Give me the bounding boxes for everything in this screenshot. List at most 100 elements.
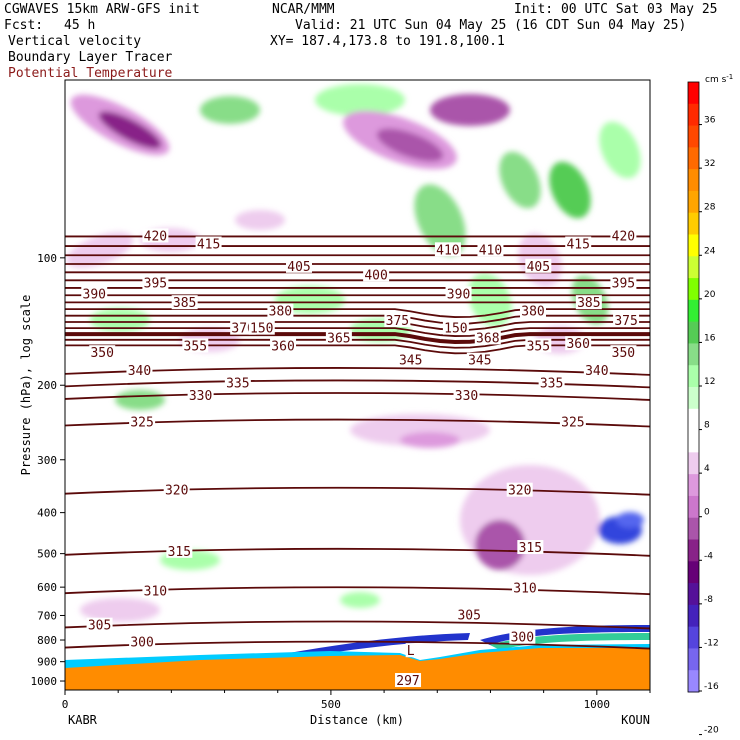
velocity-colorbar: 36 32 28 24 20 16 12 8 4 0 -4 -8 -12 -16 -20 (687, 81, 719, 736)
colorbar-label: 20 (704, 290, 716, 300)
isentrope-line (65, 308, 650, 318)
isentrope-label-bg (538, 375, 565, 390)
isentrope-label: 365 (327, 331, 350, 346)
isentrope-label: 405 (287, 260, 310, 275)
colorbar-label: -4 (704, 551, 713, 561)
isentrope-label: 415 (566, 237, 589, 252)
colorbar-label: 24 (704, 246, 716, 256)
isentrope-label: 420 (612, 229, 635, 244)
y-tick-label: 300 (37, 454, 57, 467)
colorbar-swatch (688, 387, 699, 410)
isentrope-label-bg (575, 295, 602, 310)
isentrope-label-bg (142, 228, 169, 243)
start-station-label: KABR (68, 713, 98, 727)
isentrope-label-bg (86, 617, 113, 632)
isentrope-label: 375 (614, 314, 637, 329)
isentrope-label: 360 (566, 337, 589, 352)
isentrope-label-bg (525, 258, 552, 273)
colorbar-swatch (688, 278, 699, 301)
colorbar-swatch (688, 321, 699, 344)
isentrope-label-bg (565, 336, 592, 351)
isentrope-label: 355 (527, 340, 550, 355)
colorbar-label: 8 (704, 421, 710, 431)
isentrope-label: 330 (455, 389, 478, 404)
field-potential-temperature: Potential Temperature (8, 66, 173, 81)
colorbar-swatch (688, 452, 699, 475)
isentrope-label-bg (142, 583, 169, 598)
isentrope-label: 340 (585, 364, 608, 379)
isentrope-label-bg (187, 387, 214, 402)
isentrope-label-bg (512, 580, 539, 595)
y-axis: 100 200 300 400 500 600 700 800 900 1000 (31, 252, 65, 688)
init-time: Init: 00 UTC Sat 03 May 25 (514, 2, 718, 17)
colorbar-swatch (688, 256, 699, 279)
isentrope-line (65, 327, 650, 337)
isentrope-label: L (407, 644, 415, 659)
isentrope-label: 150 (250, 322, 273, 337)
x-axis: 0 500 1000 (62, 690, 651, 711)
colorbar-swatch (688, 299, 699, 323)
isentrope-label-bg (434, 242, 461, 257)
model-title: CGWAVES 15km ARW-GFS init (4, 2, 200, 17)
colorbar-label: 16 (704, 333, 716, 343)
colorbar-swatch (688, 604, 699, 628)
isentrope-label-bg (525, 338, 552, 353)
isentrope-label: 405 (527, 260, 550, 275)
colorbar-label: -20 (704, 726, 719, 736)
colorbar-swatch (688, 648, 699, 671)
isentrope-label: 320 (165, 484, 188, 499)
forecast-hour: 45 h (64, 18, 96, 33)
isentrope-line (65, 314, 650, 325)
isentrope-label: 305 (457, 608, 480, 623)
isentrope-line (65, 486, 650, 496)
x-axis-title: Distance (km) (310, 713, 404, 727)
isentrope-label: 400 (364, 268, 387, 283)
isentrope-label: 300 (130, 635, 153, 650)
x-tick-label: 0 (62, 698, 69, 711)
y-tick-label: 400 (37, 507, 57, 520)
isentrope-label-bg (142, 275, 169, 290)
colorbar-swatch (688, 583, 699, 606)
isentrope-label-bg (248, 320, 275, 335)
colorbar-unit: cm s-1 (705, 73, 733, 85)
colorbar-swatch (688, 212, 699, 235)
colorbar-frame (687, 81, 700, 693)
isentrope-label-bg (126, 362, 153, 377)
isentrope-label-bg (171, 295, 198, 310)
colorbar-swatch (688, 495, 699, 519)
colorbar-swatch (688, 343, 699, 366)
center-label: NCAR/MMM (272, 2, 335, 17)
y-tick-label: 800 (37, 634, 57, 647)
colorbar-label: -12 (704, 638, 719, 648)
isentrope-line (65, 620, 650, 630)
isentrope-label-bg (89, 345, 116, 360)
isentrope-label-bg (477, 242, 504, 257)
isentrope-label-bg (224, 375, 251, 390)
isentrope-label: 310 (513, 582, 536, 597)
isentrope-label: 415 (197, 237, 220, 252)
isentrope-label-bg (520, 303, 546, 318)
isentrope-label-bg (166, 543, 193, 558)
colorbar-swatch (688, 517, 699, 540)
isentrope-label-bg (583, 362, 610, 377)
isentrope-label: 385 (577, 296, 600, 311)
isentrope-label-bg (163, 482, 190, 497)
x-tick-label: 1000 (584, 698, 611, 711)
isentrope-label: 410 (479, 243, 502, 258)
isentrope-label-bg (474, 330, 501, 345)
isentrope-label-bg (466, 352, 493, 367)
colorbar-label: 36 (704, 116, 716, 126)
isentrope-label-bg (559, 414, 586, 429)
isentrope-label: 297 (396, 674, 419, 689)
field-vertical-velocity: Vertical velocity (8, 34, 142, 49)
isentrope-line (65, 338, 650, 349)
colorbar-swatch (688, 169, 699, 192)
isentrope-label: 380 (269, 305, 292, 320)
isentrope-label: 305 (88, 619, 111, 634)
isentrope-label: 340 (128, 364, 151, 379)
isentrope-label: 390 (83, 287, 106, 302)
colorbar-swatch (688, 103, 699, 127)
isentrope-label-bg (453, 387, 480, 402)
isentrope-label: 335 (540, 376, 563, 391)
